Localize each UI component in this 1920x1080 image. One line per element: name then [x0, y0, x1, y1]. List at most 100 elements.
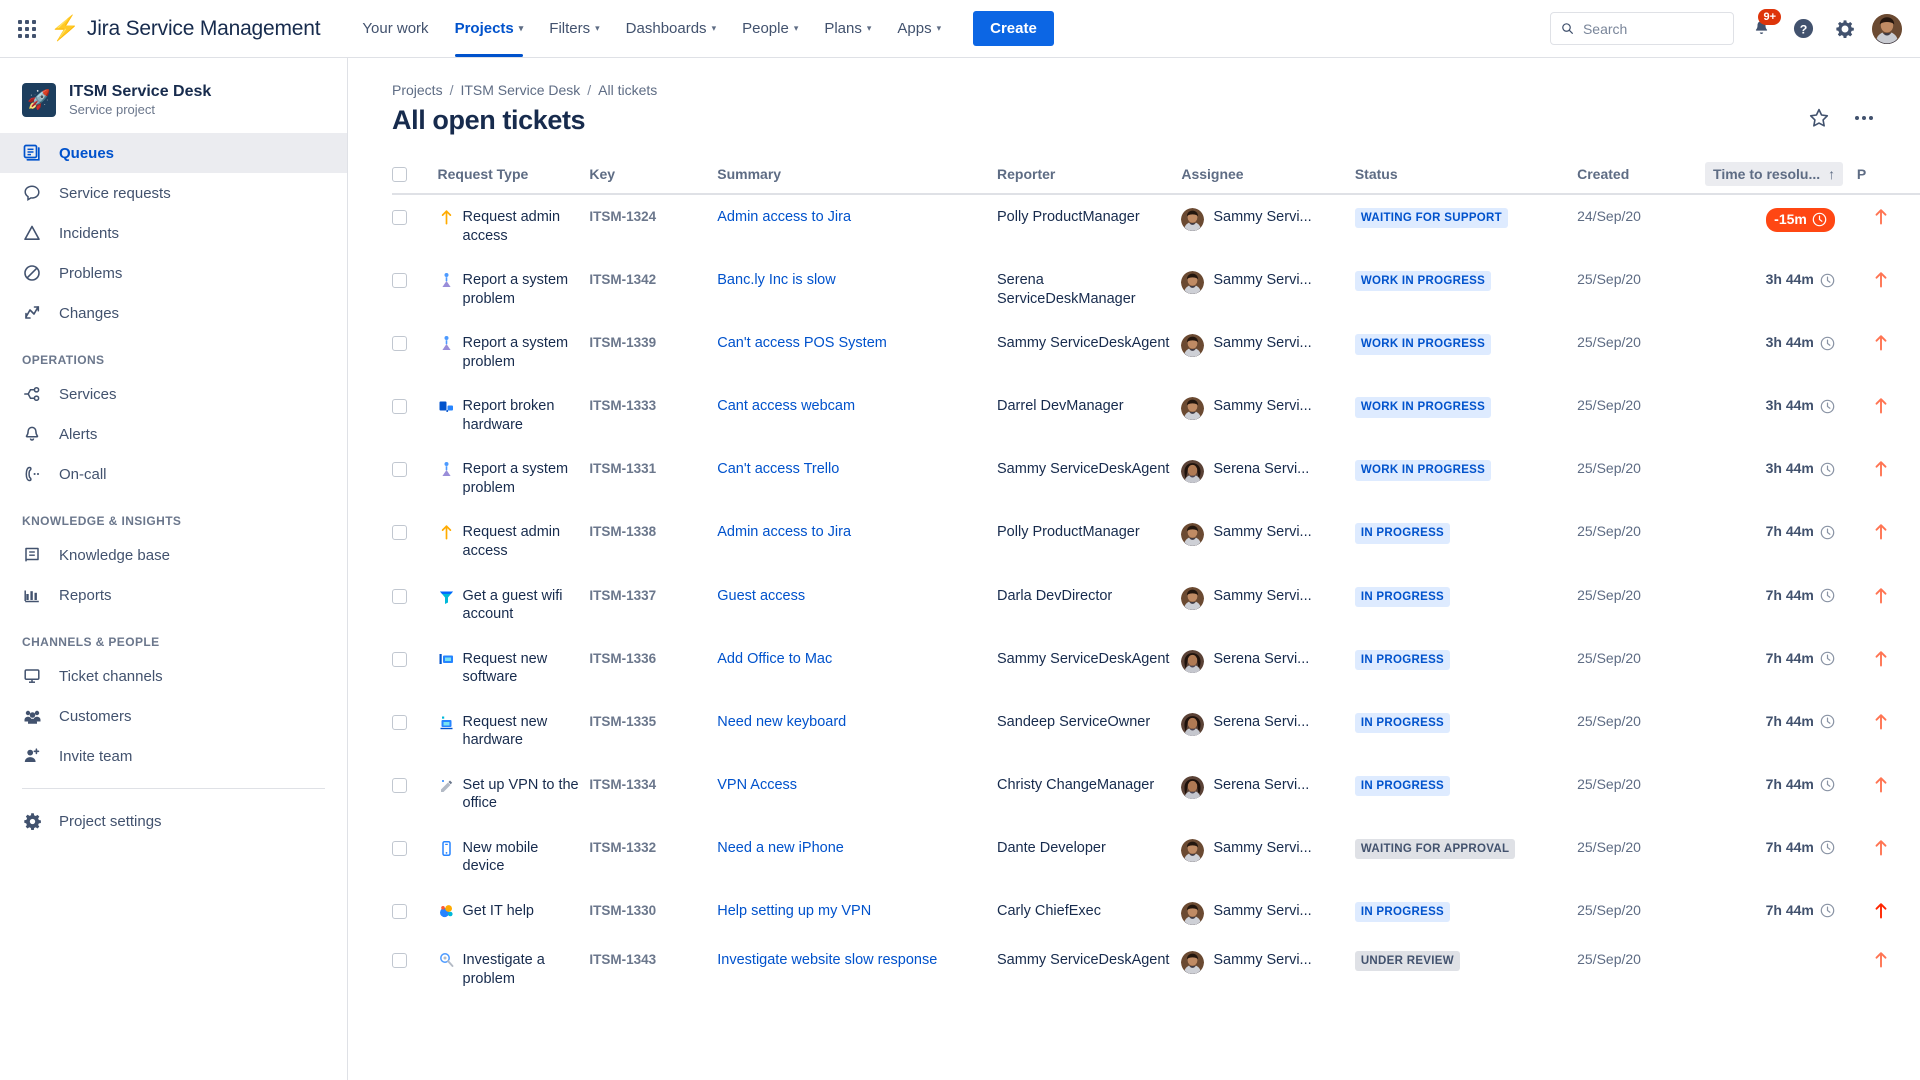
issue-summary-link[interactable]: VPN Access	[717, 776, 798, 793]
cell-key[interactable]: ITSM-1335	[589, 700, 717, 763]
issue-summary-link[interactable]: Banc.ly Inc is slow	[717, 272, 836, 289]
cell-select[interactable]	[392, 763, 438, 826]
cell-select[interactable]	[392, 194, 438, 258]
sidebar-item-knowledge-base[interactable]: Knowledge base	[0, 535, 347, 575]
th-summary[interactable]: Summary	[717, 162, 998, 195]
cell-key[interactable]: ITSM-1332	[589, 826, 717, 889]
cell-select[interactable]	[392, 938, 438, 1001]
sidebar-item-changes[interactable]: Changes	[0, 293, 347, 333]
cell-select[interactable]	[392, 510, 438, 573]
table-row[interactable]: Request new hardware ITSM-1335 Need new ke…	[392, 700, 1920, 763]
help-button[interactable]: ?	[1788, 14, 1818, 44]
th-status[interactable]: Status	[1354, 162, 1578, 195]
cell-key[interactable]: ITSM-1338	[589, 510, 717, 573]
sidebar-item-alerts[interactable]: Alerts	[0, 414, 347, 454]
cell-summary[interactable]: Need new keyboard	[717, 700, 997, 763]
issue-key[interactable]: ITSM-1333	[589, 398, 657, 414]
table-row[interactable]: Investigate a problem ITSM-1343 Investigat…	[392, 938, 1920, 1001]
sidebar-item-invite-team[interactable]: Invite team	[0, 736, 347, 776]
issue-key[interactable]: ITSM-1339	[589, 335, 657, 351]
table-row[interactable]: Set up VPN to the office ITSM-1334 VPN Acc…	[392, 763, 1920, 826]
search-box[interactable]	[1550, 12, 1734, 45]
table-row[interactable]: Get IT help ITSM-1330 Help setting up my V…	[392, 889, 1920, 938]
cell-summary[interactable]: Banc.ly Inc is slow	[717, 258, 997, 321]
issue-summary-link[interactable]: Need a new iPhone	[717, 839, 844, 856]
sidebar-item-project-settings[interactable]: Project settings	[0, 801, 347, 841]
cell-select[interactable]	[392, 384, 438, 447]
issue-summary-link[interactable]: Can't access Trello	[717, 461, 840, 478]
issue-summary-link[interactable]: Guest access	[717, 587, 806, 604]
cell-summary[interactable]: Cant access webcam	[717, 384, 997, 447]
breadcrumb-project[interactable]: ITSM Service Desk	[460, 82, 581, 98]
nav-apps[interactable]: Apps ▾	[885, 0, 953, 57]
project-header[interactable]: 🚀 ITSM Service Desk Service project	[0, 76, 347, 133]
cell-select[interactable]	[392, 700, 438, 763]
cell-key[interactable]: ITSM-1331	[589, 447, 717, 510]
issue-summary-link[interactable]: Add Office to Mac	[717, 650, 833, 667]
row-checkbox[interactable]	[392, 840, 407, 856]
issue-summary-link[interactable]: Need new keyboard	[717, 713, 847, 730]
issue-key[interactable]: ITSM-1334	[589, 776, 657, 792]
th-reporter[interactable]: Reporter	[997, 162, 1182, 195]
issue-key[interactable]: ITSM-1335	[589, 713, 657, 729]
cell-select[interactable]	[392, 889, 438, 938]
cell-key[interactable]: ITSM-1336	[589, 637, 717, 700]
nav-people[interactable]: People ▾	[730, 0, 810, 57]
row-checkbox[interactable]	[392, 953, 407, 969]
cell-key[interactable]: ITSM-1334	[589, 763, 717, 826]
issue-key[interactable]: ITSM-1342	[589, 272, 657, 288]
nav-plans[interactable]: Plans ▾	[812, 0, 883, 57]
cell-key[interactable]: ITSM-1330	[589, 889, 717, 938]
th-request-type[interactable]: Request Type	[437, 162, 590, 195]
product-brand[interactable]: ⚡ Jira Service Management	[50, 16, 321, 41]
cell-select[interactable]	[392, 447, 438, 510]
avatar[interactable]	[1872, 13, 1902, 44]
row-checkbox[interactable]	[392, 525, 407, 541]
nav-your-work[interactable]: Your work	[350, 0, 440, 57]
search-input[interactable]	[1582, 20, 1723, 37]
row-checkbox[interactable]	[392, 210, 407, 225]
cell-key[interactable]: ITSM-1339	[589, 321, 717, 384]
cell-summary[interactable]: Add Office to Mac	[717, 637, 997, 700]
cell-key[interactable]: ITSM-1324	[589, 194, 717, 258]
row-checkbox[interactable]	[392, 904, 407, 920]
issue-summary-link[interactable]: Admin access to Jira	[717, 524, 852, 541]
cell-key[interactable]: ITSM-1337	[589, 574, 717, 637]
sidebar-item-on-call[interactable]: On-call	[0, 454, 347, 494]
th-assignee[interactable]: Assignee	[1181, 162, 1355, 195]
cell-key[interactable]: ITSM-1333	[589, 384, 717, 447]
table-row[interactable]: Report broken hardware ITSM-1333 Cant acce…	[392, 384, 1920, 447]
table-row[interactable]: Report a system problem ITSM-1339 Can't ac…	[392, 321, 1920, 384]
issue-key[interactable]: ITSM-1337	[589, 587, 657, 603]
cell-summary[interactable]: Admin access to Jira	[717, 510, 997, 573]
row-checkbox[interactable]	[392, 462, 407, 478]
issue-key[interactable]: ITSM-1343	[589, 952, 657, 968]
cell-select[interactable]	[392, 826, 438, 889]
cell-summary[interactable]: Admin access to Jira	[717, 194, 997, 258]
row-checkbox[interactable]	[392, 651, 407, 667]
sidebar-item-services[interactable]: Services	[0, 374, 347, 414]
row-checkbox[interactable]	[392, 777, 407, 793]
cell-summary[interactable]: Need a new iPhone	[717, 826, 997, 889]
cell-summary[interactable]: VPN Access	[717, 763, 997, 826]
table-row[interactable]: New mobile device ITSM-1332 Need a new iPh…	[392, 826, 1920, 889]
table-row[interactable]: Report a system problem ITSM-1342 Banc.ly …	[392, 258, 1920, 321]
table-row[interactable]: Report a system problem ITSM-1331 Can't ac…	[392, 447, 1920, 510]
issue-summary-link[interactable]: Cant access webcam	[717, 398, 856, 415]
sidebar-item-queues[interactable]: Queues	[0, 133, 347, 173]
cell-summary[interactable]: Can't access Trello	[717, 447, 997, 510]
issue-key[interactable]: ITSM-1330	[589, 903, 657, 919]
row-checkbox[interactable]	[392, 399, 407, 415]
sorted-column-chip[interactable]: Time to resolu... ↑	[1705, 162, 1844, 186]
table-row[interactable]: Request admin access ITSM-1324 Admin acces…	[392, 194, 1920, 258]
issue-summary-link[interactable]: Can't access POS System	[717, 335, 887, 352]
th-priority[interactable]: P	[1856, 162, 1920, 195]
sidebar-item-service-requests[interactable]: Service requests	[0, 173, 347, 213]
issue-summary-link[interactable]: Help setting up my VPN	[717, 903, 872, 920]
notifications-button[interactable]: 9+	[1746, 8, 1781, 44]
th-select-all[interactable]	[392, 162, 438, 195]
star-icon[interactable]	[1808, 107, 1830, 134]
cell-select[interactable]	[392, 321, 438, 384]
issue-key[interactable]: ITSM-1331	[589, 461, 657, 477]
row-checkbox[interactable]	[392, 588, 407, 604]
